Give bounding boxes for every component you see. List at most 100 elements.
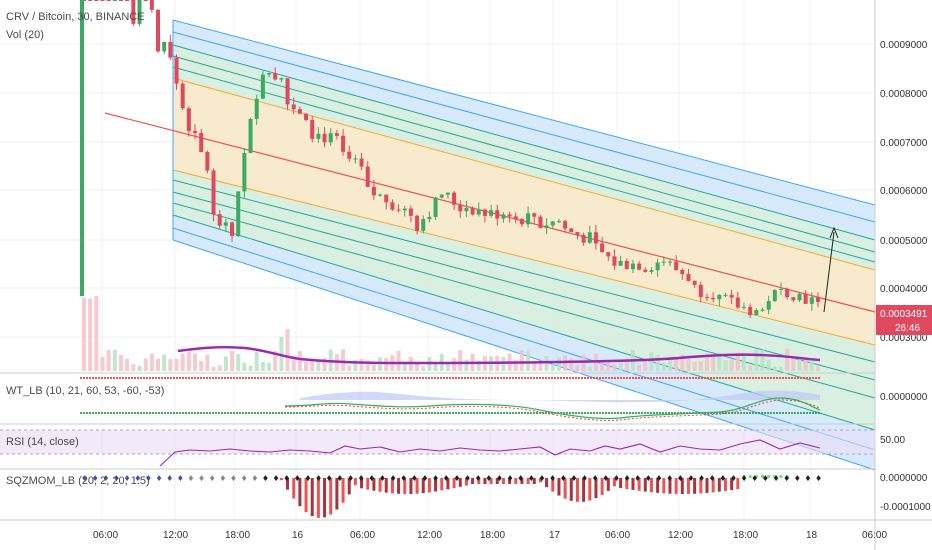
- volume-bar: [156, 358, 161, 371]
- sqz-dot: ♦: [411, 474, 418, 483]
- sqz-dot: ♦: [389, 474, 396, 483]
- sqz-dot: ♦: [230, 474, 237, 483]
- candle-body: [199, 132, 204, 153]
- volume-bar: [353, 359, 358, 371]
- candle-body: [371, 186, 376, 196]
- sqz-bar: [452, 478, 456, 489]
- volume-bars: [82, 296, 820, 371]
- candle-body: [211, 170, 216, 215]
- volume-bar: [778, 366, 783, 371]
- sqz-tick: 0.0000000: [880, 473, 928, 484]
- sqz-dot: ♦: [538, 474, 545, 483]
- volume-bar: [618, 362, 623, 371]
- sqz-dot: ♦: [315, 474, 322, 483]
- candle-body: [230, 222, 235, 236]
- sqz-dot: ♦: [677, 474, 684, 483]
- sqz-tick: -0.0001000: [880, 502, 931, 513]
- candle-body: [797, 293, 802, 301]
- candle-body: [322, 133, 327, 143]
- candle-body: [680, 269, 685, 275]
- volume-bar: [624, 362, 629, 371]
- candle-body: [686, 274, 691, 281]
- candle-body: [544, 225, 549, 229]
- sqz-bar: [674, 478, 678, 494]
- sqz-dot: ♦: [602, 474, 609, 483]
- sqz-bar: [440, 478, 444, 491]
- sqz-dot: ♦: [581, 474, 588, 483]
- volume-bar: [316, 359, 321, 371]
- rsi-title: RSI (14, close): [6, 436, 79, 448]
- sqz-dot: ♦: [634, 474, 641, 483]
- volume-bar: [519, 350, 524, 371]
- candle-body: [384, 194, 389, 203]
- sqz-bar: [767, 475, 771, 478]
- candle-body: [785, 288, 790, 298]
- volume-bar: [242, 362, 247, 371]
- time-tick: 06:00: [350, 530, 375, 541]
- time-axis: 06:00 12:00 18:00 16 06:00 12:00 18:00 1…: [93, 530, 887, 541]
- rsi-panel: RSI (14, close): [0, 429, 875, 467]
- candle-body: [470, 207, 475, 215]
- sqz-dot: ♦: [783, 474, 790, 483]
- sqz-bar: [545, 478, 549, 488]
- sqz-dot: ♦: [336, 474, 343, 483]
- candle-body: [649, 270, 654, 272]
- candle-body: [260, 74, 265, 99]
- sqz-dot: ♦: [251, 474, 258, 483]
- volume-bar: [322, 358, 327, 371]
- volume-bar: [741, 355, 746, 371]
- volume-bar: [162, 354, 167, 371]
- sqz-bar: [773, 475, 777, 478]
- sqz-bar: [563, 478, 567, 499]
- sqz-bar: [730, 478, 734, 491]
- candle-body: [507, 214, 512, 217]
- candle-body: [816, 297, 820, 302]
- candle-body: [741, 306, 746, 308]
- time-tick: 12:00: [668, 530, 693, 541]
- candle-body: [273, 73, 278, 80]
- sqz-bar: [662, 478, 666, 494]
- volume-bar: [279, 336, 284, 371]
- sqz-bar: [372, 478, 376, 491]
- sqz-dot: ♦: [92, 474, 99, 483]
- candle-body: [698, 284, 703, 298]
- sqz-bar: [588, 478, 592, 501]
- sqz-dot: ♦: [326, 474, 333, 483]
- candle-body: [193, 130, 198, 133]
- candle-body: [569, 228, 574, 233]
- volume-bar: [347, 365, 352, 371]
- candle-body: [711, 297, 716, 300]
- volume-bar: [371, 364, 376, 371]
- candle-body: [735, 297, 740, 308]
- volume-bar: [297, 351, 302, 371]
- sqz-dot: ♦: [496, 474, 503, 483]
- volume-bar: [587, 366, 592, 371]
- sqz-dot: ♦: [187, 474, 194, 483]
- candle-body: [452, 192, 457, 205]
- candle-body: [717, 294, 722, 300]
- candle-body: [408, 208, 413, 216]
- volume-bar: [341, 349, 346, 371]
- volume-bar: [532, 360, 537, 371]
- sqz-bar: [582, 478, 586, 502]
- symbol-legend: CRV / Bitcoin, 30, BINANCE: [6, 11, 145, 23]
- volume-bar: [464, 359, 469, 371]
- volume-bar: [698, 361, 703, 371]
- candle-body: [729, 294, 734, 298]
- volume-bar: [88, 298, 93, 371]
- time-tick: 12:00: [163, 530, 188, 541]
- wt-histogram: [300, 390, 820, 403]
- sqz-dot: ♦: [687, 474, 694, 483]
- sqz-bar: [649, 478, 653, 493]
- sqz-dot: ♦: [507, 474, 514, 483]
- price-axis: 0.0009000 0.0008000 0.0007000 0.0006000 …: [876, 40, 932, 513]
- candle-body: [186, 108, 191, 131]
- price-tick: 0.0006000: [880, 186, 928, 197]
- sqz-bar: [520, 478, 524, 484]
- wt-panel: WT_LB (10, 21, 60, 53, -60, -53): [6, 377, 821, 421]
- volume-bar: [180, 353, 185, 371]
- volume-bar: [556, 357, 561, 371]
- candle-body: [766, 301, 771, 310]
- candle-body: [421, 219, 426, 231]
- volume-bar: [174, 358, 179, 371]
